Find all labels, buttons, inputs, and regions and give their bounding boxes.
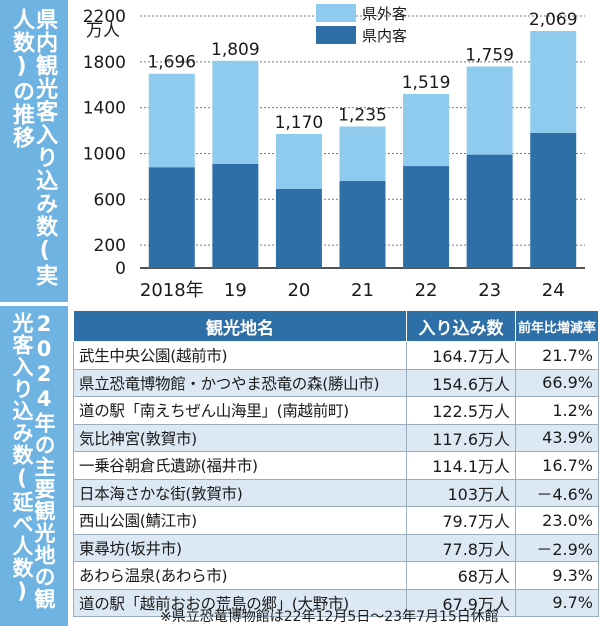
- legend-label: 県内客: [362, 27, 407, 45]
- x-category-label: 2018年: [140, 280, 204, 301]
- x-category-label: 23: [478, 280, 501, 301]
- cell-change: 9.7%: [515, 588, 599, 617]
- total-label: 1,170: [275, 113, 324, 133]
- table-row: 道の駅「南えちぜん山海里」(南越前町) 122.5万人 1.2%: [73, 396, 599, 425]
- bar-segment-in-pref: [148, 167, 195, 268]
- cell-change: 21.7%: [515, 341, 599, 370]
- y-tick-label: 600: [94, 190, 126, 210]
- bar-segment-out-pref: [530, 31, 577, 133]
- table-row: 日本海さかな街(敦賀市) 103万人 －4.6%: [73, 478, 599, 507]
- cell-visitors: 79.7万人: [406, 506, 516, 535]
- bar-segment-out-pref: [212, 60, 259, 164]
- total-label: 2,069: [529, 10, 578, 30]
- y-unit-label: 万人: [86, 21, 120, 41]
- cell-visitors: 122.5万人: [406, 396, 516, 425]
- cell-visitors: 77.8万人: [406, 533, 516, 562]
- bar-segment-in-pref: [530, 132, 577, 268]
- x-category-label: 22: [415, 280, 438, 301]
- cell-visitors: 68万人: [406, 561, 516, 590]
- cell-change: 1.2%: [515, 396, 599, 425]
- bar-segment-in-pref: [275, 188, 322, 268]
- closure-note: ※県立恐竜博物館は22年12月5日～23年7月15日休館: [160, 609, 499, 625]
- bar-segment-in-pref: [339, 180, 386, 268]
- total-label: 1,235: [338, 106, 387, 126]
- bar-segment-in-pref: [212, 163, 259, 268]
- total-label: 1,519: [402, 73, 451, 93]
- x-category-label: 20: [287, 280, 310, 301]
- bar-segment-out-pref: [466, 66, 513, 155]
- y-tick-label: 1400: [83, 99, 126, 119]
- attractions-table: 観光地名 入り込み数 前年比増減率 武生中央公園(越前市) 164.7万人 21.7…: [73, 310, 599, 617]
- chart-title: 県内観光客入り込み数(実人数)の推移: [0, 0, 68, 302]
- cell-change: 16.7%: [515, 451, 599, 480]
- table-row: 東尋坊(坂井市) 77.8万人 －2.9%: [73, 533, 599, 562]
- table-row: 道の駅「越前おおの荒島の郷」(大野市) 67.9万人 9.7%: [73, 588, 599, 617]
- attractions-table-container: 観光地名 入り込み数 前年比増減率 武生中央公園(越前市) 164.7万人 21.7…: [73, 310, 599, 617]
- y-tick-label: 0: [115, 259, 126, 279]
- cell-change: －4.6%: [515, 478, 599, 507]
- cell-name: 西山公園(鯖江市): [73, 506, 407, 535]
- bar-segment-out-pref: [403, 94, 450, 167]
- table-row: 一乗谷朝倉氏遺跡(福井市) 114.1万人 16.7%: [73, 451, 599, 480]
- cell-visitors: 117.6万人: [406, 423, 516, 452]
- x-category-label: 19: [224, 280, 247, 301]
- cell-change: 23.0%: [515, 506, 599, 535]
- legend-label: 県外客: [362, 5, 407, 23]
- legend-swatch: [316, 4, 356, 22]
- table-title: 2024年の主要観光地の観光客入り込み数(延べ人数): [0, 306, 68, 626]
- cell-name: あわら温泉(あわら市): [73, 561, 407, 590]
- legend-swatch: [316, 26, 356, 44]
- table-row: 県立恐竜博物館・かつやま恐竜の森(勝山市) 154.6万人 66.9%: [73, 368, 599, 397]
- total-label: 1,696: [147, 53, 196, 73]
- bar-segment-in-pref: [403, 166, 450, 268]
- cell-visitors: 154.6万人: [406, 368, 516, 397]
- cell-change: 66.9%: [515, 368, 599, 397]
- header-visitors: 入り込み数: [406, 310, 516, 342]
- table-row: 気比神宮(敦賀市) 117.6万人 43.9%: [73, 423, 599, 452]
- cell-change: 9.3%: [515, 561, 599, 590]
- cell-name: 一乗谷朝倉氏遺跡(福井市): [73, 451, 407, 480]
- cell-change: 43.9%: [515, 423, 599, 452]
- bar-segment-out-pref: [148, 73, 195, 168]
- cell-visitors: 67.9万人: [406, 588, 516, 617]
- table-row: 西山公園(鯖江市) 79.7万人 23.0%: [73, 506, 599, 535]
- cell-name: 気比神宮(敦賀市): [73, 423, 407, 452]
- y-tick-label: 1000: [83, 144, 126, 164]
- y-tick-label: 200: [94, 236, 126, 256]
- bar-segment-out-pref: [275, 133, 322, 189]
- cell-name: 県立恐竜博物館・かつやま恐竜の森(勝山市): [73, 368, 407, 397]
- total-label: 1,809: [211, 40, 260, 60]
- cell-visitors: 114.1万人: [406, 451, 516, 480]
- y-tick-label: 1800: [83, 53, 126, 73]
- bar-segment-out-pref: [339, 126, 386, 181]
- bar-segment-in-pref: [466, 154, 513, 268]
- cell-name: 道の駅「越前おおの荒島の郷」(大野市): [73, 588, 407, 617]
- cell-visitors: 103万人: [406, 478, 516, 507]
- table-row: あわら温泉(あわら市) 68万人 9.3%: [73, 561, 599, 590]
- header-change: 前年比増減率: [515, 310, 599, 342]
- cell-change: －2.9%: [515, 533, 599, 562]
- cell-name: 道の駅「南えちぜん山海里」(南越前町): [73, 396, 407, 425]
- x-category-label: 24: [542, 280, 565, 301]
- cell-name: 東尋坊(坂井市): [73, 533, 407, 562]
- cell-name: 武生中央公園(越前市): [73, 341, 407, 370]
- y-tick-label: 2200: [83, 7, 126, 27]
- total-label: 1,759: [465, 46, 514, 66]
- table-row: 武生中央公園(越前市) 164.7万人 21.7%: [73, 341, 599, 370]
- header-name: 観光地名: [73, 310, 407, 342]
- x-category-label: 21: [351, 280, 374, 301]
- cell-visitors: 164.7万人: [406, 341, 516, 370]
- table-header-row: 観光地名 入り込み数 前年比増減率: [73, 310, 599, 342]
- cell-name: 日本海さかな街(敦賀市): [73, 478, 407, 507]
